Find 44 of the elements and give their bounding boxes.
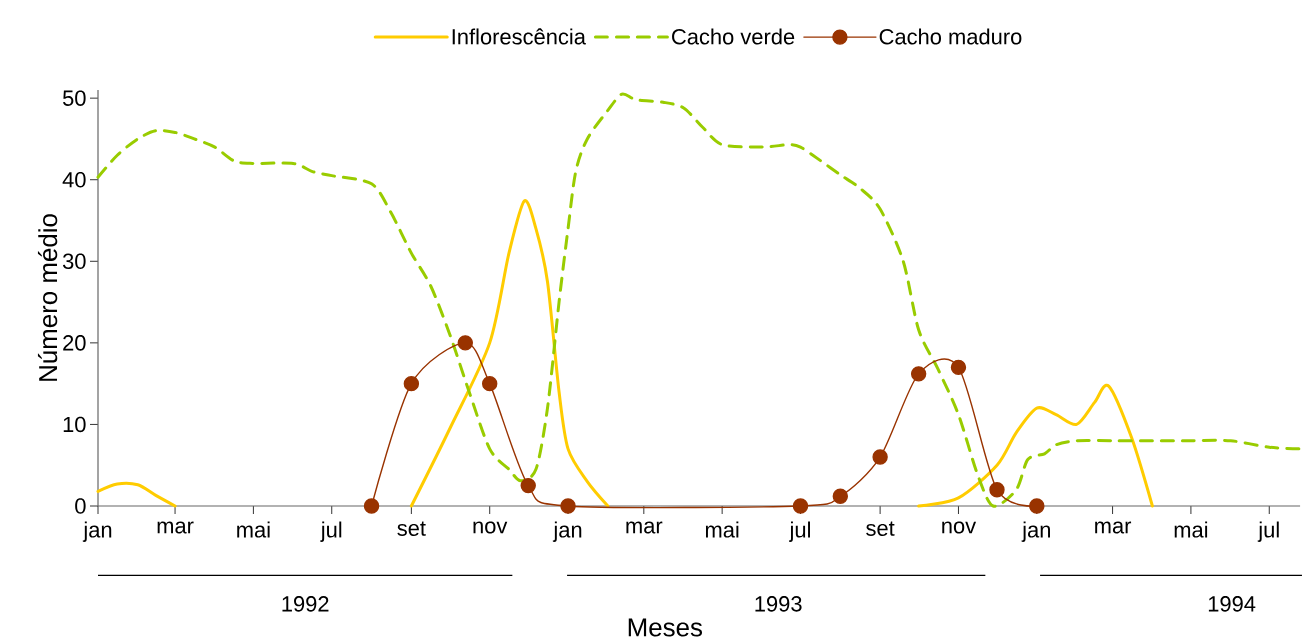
x-tick-label: set [866, 521, 895, 536]
x-tick-label: jan [552, 521, 582, 542]
line-series [96, 92, 1302, 508]
x-tick-label: mar [1095, 521, 1132, 534]
x-tick-label: jul [1257, 521, 1279, 542]
x-tick-label: nov [473, 521, 508, 534]
point [950, 359, 967, 376]
point [482, 375, 498, 392]
x-tick-label: nov [942, 521, 977, 534]
x-tick-label: jul [320, 521, 342, 542]
x-tick-label: mai [237, 521, 270, 538]
x-tick-label: jul [789, 521, 810, 542]
point [910, 366, 927, 382]
y-tick-label: 10 [63, 416, 86, 433]
text: 1992 [282, 596, 329, 612]
x-tick-label: mar [157, 521, 194, 534]
x-tick-label: jan [1021, 521, 1050, 542]
text: 1994 [1208, 596, 1256, 612]
text: 1993 [755, 596, 802, 612]
x-axis-title: Meses [628, 618, 702, 637]
x-tick-label: jan [82, 521, 112, 542]
y-tick-label: 50 [62, 90, 86, 106]
point [457, 335, 473, 351]
y-axis-title: Número médio [37, 214, 58, 381]
x-tick-label: mar [626, 521, 663, 534]
y-tick-label: 0 [75, 498, 86, 514]
point [872, 449, 888, 465]
x-tick-label: set [397, 521, 426, 536]
point [520, 477, 536, 494]
legend-label: Cacho maduro [879, 28, 1022, 45]
x-tick-label: mai [1174, 521, 1208, 538]
y-tick-label: 30 [62, 253, 86, 270]
y-tick-label: 20 [63, 335, 86, 351]
point [792, 498, 809, 514]
point [1029, 498, 1045, 514]
point [832, 488, 848, 504]
x-tick-label: mai [705, 521, 739, 538]
legend-label: Inflorescência [452, 28, 586, 45]
y-tick-label: 40 [62, 171, 86, 188]
point [989, 481, 1005, 498]
point [560, 498, 576, 514]
point [403, 375, 420, 392]
legend-label: Cacho verde [672, 28, 795, 45]
point [363, 498, 380, 514]
